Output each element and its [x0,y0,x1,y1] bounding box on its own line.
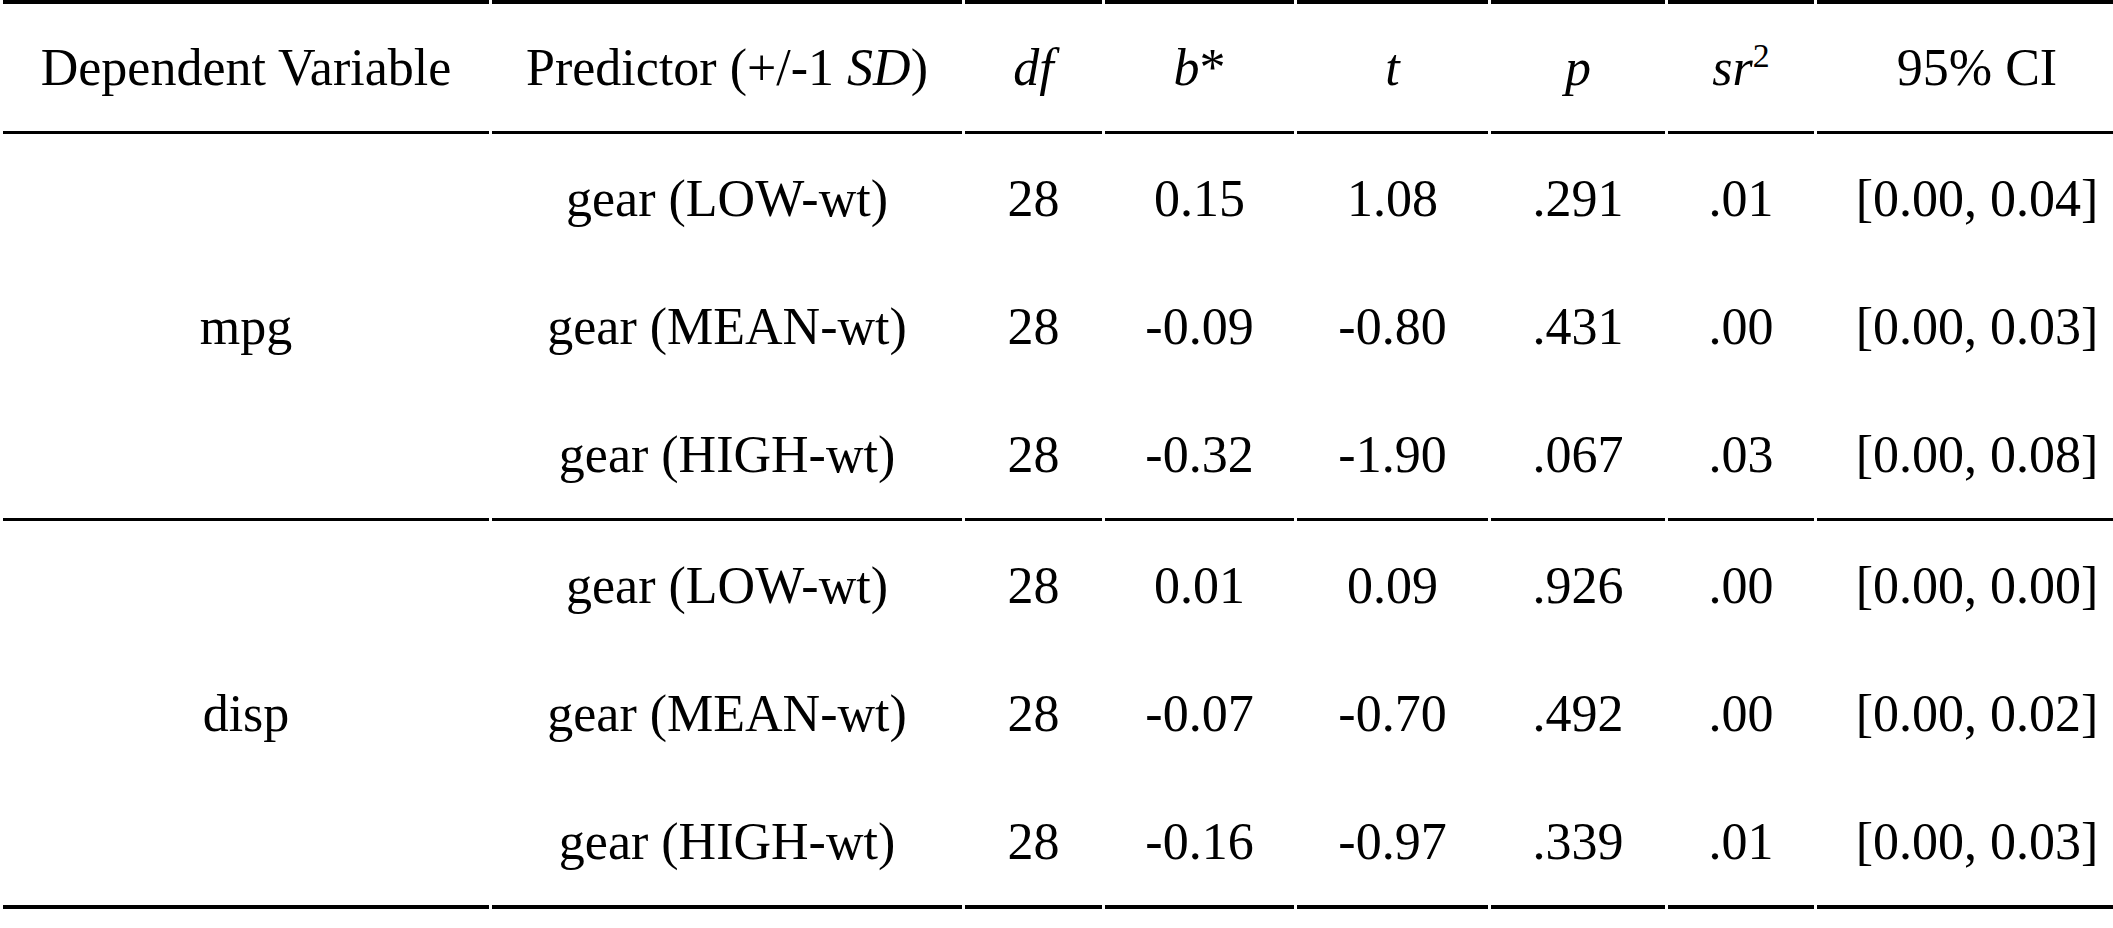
cell-df: 28 [965,262,1102,390]
cell-dependent-variable [3,521,489,649]
cell-b: -0.07 [1105,649,1294,777]
col-header-sr2: sr2 [1668,0,1814,134]
table-row-disp-mean: disp gear (MEAN-wt) 28 -0.07 -0.70 .492 … [3,649,2113,777]
col-header-p: p [1491,0,1665,134]
cell-t: -1.90 [1297,390,1488,521]
cell-p: .067 [1491,390,1665,521]
cell-dependent-variable-mpg: mpg [3,262,489,390]
table-row-disp-low: gear (LOW-wt) 28 0.01 0.09 .926 .00 [0.0… [3,521,2113,649]
cell-t: 1.08 [1297,134,1488,262]
cell-p: .431 [1491,262,1665,390]
cell-ci: [0.00, 0.02] [1817,649,2113,777]
cell-dependent-variable [3,134,489,262]
cell-predictor: gear (LOW-wt) [492,521,962,649]
cell-sr2: .00 [1668,521,1814,649]
predictor-header-sd: SD [847,39,911,96]
col-header-df: df [965,0,1102,134]
table-row-disp-high: gear (HIGH-wt) 28 -0.16 -0.97 .339 .01 [… [3,777,2113,909]
cell-dependent-variable [3,390,489,521]
col-header-predictor: Predictor (+/-1 SD) [492,0,962,134]
cell-ci: [0.00, 0.08] [1817,390,2113,521]
cell-sr2: .00 [1668,649,1814,777]
col-header-b-star: b* [1105,0,1294,134]
cell-p: .339 [1491,777,1665,909]
col-header-t: t [1297,0,1488,134]
table-row-mpg-mean: mpg gear (MEAN-wt) 28 -0.09 -0.80 .431 .… [3,262,2113,390]
cell-t: -0.97 [1297,777,1488,909]
cell-predictor: gear (MEAN-wt) [492,262,962,390]
cell-ci: [0.00, 0.03] [1817,262,2113,390]
cell-ci: [0.00, 0.04] [1817,134,2113,262]
table-row-mpg-high: gear (HIGH-wt) 28 -0.32 -1.90 .067 .03 [… [3,390,2113,521]
cell-b: 0.01 [1105,521,1294,649]
predictor-header-suffix: ) [911,39,928,96]
sr-superscript-2: 2 [1753,37,1770,74]
b-italic: b [1174,39,1200,96]
cell-sr2: .01 [1668,134,1814,262]
cell-predictor: gear (HIGH-wt) [492,777,962,909]
regression-results-table: Dependent Variable Predictor (+/-1 SD) d… [0,0,2113,909]
cell-df: 28 [965,390,1102,521]
col-header-dependent-variable: Dependent Variable [3,0,489,134]
cell-df: 28 [965,649,1102,777]
cell-t: -0.80 [1297,262,1488,390]
cell-predictor: gear (MEAN-wt) [492,649,962,777]
sr-italic: sr [1712,39,1752,96]
cell-b: -0.09 [1105,262,1294,390]
cell-df: 28 [965,777,1102,909]
cell-sr2: .01 [1668,777,1814,909]
header-row: Dependent Variable Predictor (+/-1 SD) d… [3,0,2113,134]
cell-predictor: gear (LOW-wt) [492,134,962,262]
table-header: Dependent Variable Predictor (+/-1 SD) d… [3,0,2113,134]
cell-t: 0.09 [1297,521,1488,649]
col-header-95-ci: 95% CI [1817,0,2113,134]
table-row-mpg-low: gear (LOW-wt) 28 0.15 1.08 .291 .01 [0.0… [3,134,2113,262]
b-asterisk: * [1200,39,1226,96]
cell-sr2: .03 [1668,390,1814,521]
cell-predictor: gear (HIGH-wt) [492,390,962,521]
cell-df: 28 [965,521,1102,649]
cell-dependent-variable-disp: disp [3,649,489,777]
cell-p: .492 [1491,649,1665,777]
cell-p: .291 [1491,134,1665,262]
cell-dependent-variable [3,777,489,909]
cell-ci: [0.00, 0.00] [1817,521,2113,649]
cell-b: -0.32 [1105,390,1294,521]
cell-df: 28 [965,134,1102,262]
predictor-header-prefix: Predictor (+/-1 [526,39,847,96]
table-body: gear (LOW-wt) 28 0.15 1.08 .291 .01 [0.0… [3,134,2113,909]
cell-sr2: .00 [1668,262,1814,390]
cell-b: 0.15 [1105,134,1294,262]
cell-t: -0.70 [1297,649,1488,777]
cell-b: -0.16 [1105,777,1294,909]
cell-ci: [0.00, 0.03] [1817,777,2113,909]
cell-p: .926 [1491,521,1665,649]
